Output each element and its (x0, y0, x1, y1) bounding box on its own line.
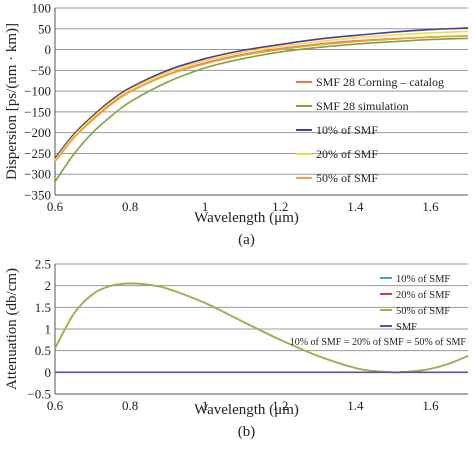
y-tick-label: 2.5 (35, 257, 51, 272)
y-tick-label: 1 (45, 322, 52, 337)
legend-entry: SMF 28 simulation (316, 99, 409, 113)
panel-caption: (a) (238, 232, 255, 248)
y-tick-label: −50 (31, 63, 51, 78)
y-tick-label: 1.5 (35, 300, 51, 315)
legend: SMF 28 Corning – catalog SMF 28 simulatio… (296, 75, 444, 185)
x-tick-label: 1.4 (347, 398, 364, 413)
series-line-4 (54, 35, 469, 163)
x-axis-label: Wavelength (μm) (194, 402, 299, 418)
x-tick-label: 1 (202, 398, 209, 413)
panel-caption: (b) (238, 424, 256, 440)
x-tick-label: 1.6 (422, 199, 439, 214)
y-tick-label: −100 (24, 84, 51, 99)
legend-entry: 20% of SMF (316, 147, 378, 161)
x-axis-label: Wavelength (μm) (194, 210, 299, 226)
x-tick-label: 1.6 (422, 398, 439, 413)
y-tick-label: −150 (24, 104, 51, 119)
legend-entry: 10% of SMF (316, 123, 378, 137)
y-tick-label: 100 (32, 1, 52, 16)
series-line-2 (54, 27, 469, 159)
annotation-text: 10% of SMF = 20% of SMF = 50% of SMF (290, 337, 467, 348)
y-tick-label: −250 (24, 146, 51, 161)
y-axis-label: Dispersion [ps/(nm · km)] (4, 23, 20, 180)
series-line-1 (54, 37, 469, 183)
y-tick-label: 50 (38, 21, 51, 36)
x-tick-label: 1 (202, 199, 209, 214)
y-tick-label: −200 (24, 125, 51, 140)
x-tick-label: 1.4 (347, 199, 364, 214)
y-tick-label: 0.5 (35, 343, 51, 358)
y-tick-label: 2 (45, 278, 52, 293)
legend-entry: 50% of SMF (396, 306, 450, 317)
y-tick-label: 0 (45, 42, 52, 57)
x-tick-label: 0.8 (122, 199, 138, 214)
y-tick-label: −300 (24, 167, 51, 182)
legend-entry: 10% of SMF (396, 274, 450, 285)
x-tick-label: 1.2 (272, 199, 288, 214)
legend-entry: SMF 28 Corning – catalog (316, 75, 444, 89)
series-line-3 (54, 30, 469, 161)
y-tick-label: 0 (45, 365, 52, 380)
x-tick-label: 0.6 (47, 199, 64, 214)
chart-b: −0.5 0 0.5 1 1.5 2 2.5 0.6 0.8 1 1.2 1.4 1.6 10% of S… (4, 257, 469, 440)
y-axis-label: Attenuation (db/cm) (4, 268, 20, 390)
x-tick-label: 0.6 (47, 398, 64, 413)
legend-entry: 20% of SMF (396, 290, 450, 301)
x-tick-label: 1.2 (272, 398, 288, 413)
legend-entry: SMF (396, 322, 417, 333)
chart-a: −350 −300 −250 −200 −150 −100 −50 0 50 100 0.6 0.8 1… (4, 1, 469, 248)
y-tick-label: −0.5 (27, 387, 51, 402)
legend-entry: 50% of SMF (316, 171, 378, 185)
series-line-2 (54, 282, 469, 374)
y-tick-label: −350 (24, 188, 51, 203)
legend: 10% of SMF 20% of SMF 50% of SMF SMF (380, 274, 450, 333)
x-tick-label: 0.8 (122, 398, 138, 413)
